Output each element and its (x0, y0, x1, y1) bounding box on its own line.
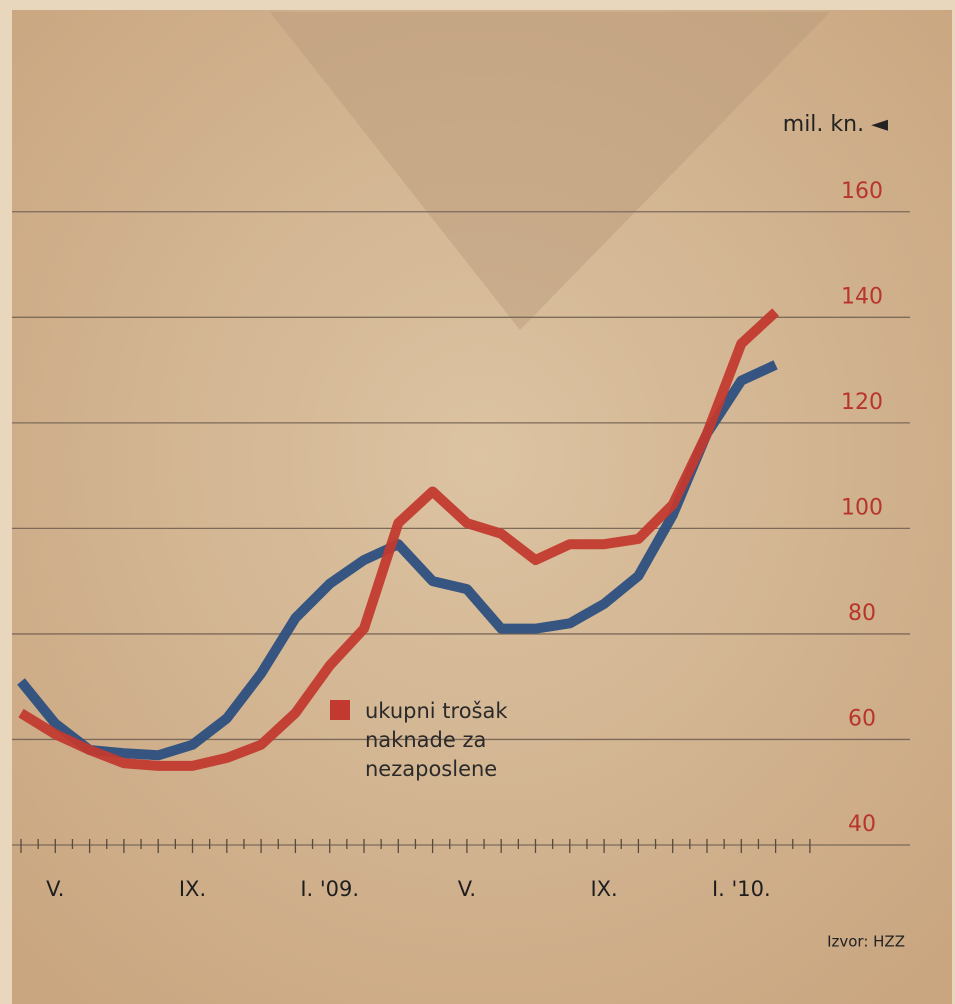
source: Izvor: HZZ (827, 933, 905, 951)
x-tick-label: V. (46, 877, 64, 901)
y-tick-label: 80 (848, 601, 876, 626)
x-tick-label: V. (458, 877, 476, 901)
y-tick-label: 60 (848, 706, 876, 731)
y-tick-label: 160 (841, 179, 883, 204)
x-tick-label: I. '10. (712, 877, 771, 901)
x-tick-label: IX. (590, 877, 617, 901)
y-tick-label: 100 (841, 495, 883, 520)
legend-swatch (330, 700, 350, 720)
y-tick-label: 120 (841, 390, 883, 415)
x-tick-label: I. '09. (300, 877, 359, 901)
y-tick-label: 140 (841, 284, 883, 309)
chart: mil. kn. ◄ Izvor: HZZ 40 60 80 100 120 140 160… (0, 0, 955, 1004)
x-tick-label: IX. (179, 877, 206, 901)
unit-label: mil. kn. ◄ (783, 112, 888, 137)
y-tick-label: 40 (848, 812, 876, 837)
